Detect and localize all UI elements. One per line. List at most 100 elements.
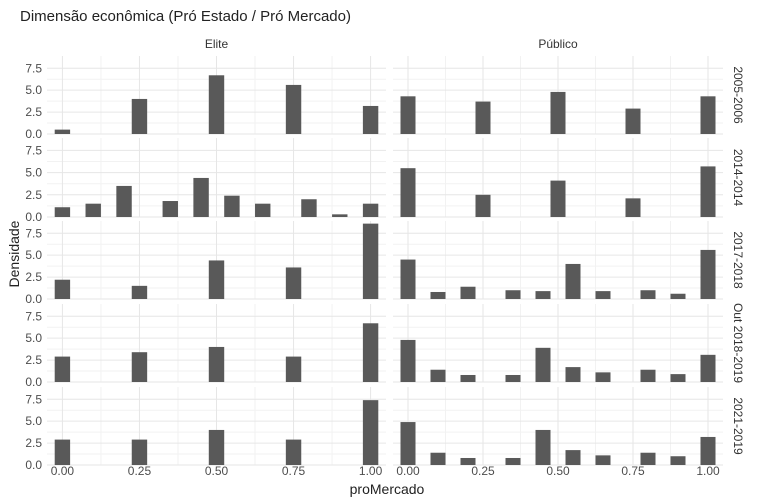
histogram-bar <box>625 198 641 217</box>
histogram-bar <box>362 105 379 134</box>
histogram-bar <box>640 290 656 299</box>
y-tick-label: 0.0 <box>25 375 42 389</box>
y-tick-label: 2.5 <box>25 436 42 450</box>
histogram-bar <box>700 436 716 465</box>
histogram-bar <box>54 279 71 299</box>
row-strip-2021-2019: 2021-2019 <box>731 397 745 455</box>
y-tick-label: 2.5 <box>25 188 42 202</box>
y-tick-label: 0.0 <box>25 127 42 141</box>
y-tick-label: 2.5 <box>25 353 42 367</box>
histogram-bar <box>670 374 686 382</box>
panel-out-2018-2019-elite: 0.0 2.5 5.0 7.5 <box>25 304 386 389</box>
histogram-bar <box>535 347 551 382</box>
histogram-bar <box>535 291 551 299</box>
histogram-bar <box>640 452 656 465</box>
y-tick-label: 7.5 <box>25 392 42 406</box>
histogram-bar <box>700 166 716 217</box>
histogram-bar <box>285 84 302 134</box>
histogram-bar <box>208 429 225 465</box>
panel-out-2018-2019-p-blico <box>393 304 723 383</box>
column-strip-p-blico: Público <box>538 37 578 51</box>
histogram-bar <box>85 203 101 217</box>
x-tick-label: 0.00 <box>51 464 75 478</box>
histogram-bar <box>700 354 716 382</box>
histogram-bar <box>505 457 521 465</box>
histogram-bar <box>362 400 379 465</box>
histogram-bar <box>54 439 71 465</box>
histogram-bar <box>54 356 71 382</box>
y-tick-label: 7.5 <box>25 226 42 240</box>
x-axis-title: proMercado <box>350 481 425 497</box>
histogram-bar <box>475 101 491 134</box>
y-tick-label: 5.0 <box>25 414 42 428</box>
y-tick-label: 0.0 <box>25 210 42 224</box>
y-tick-label: 7.5 <box>25 309 42 323</box>
histogram-bar <box>550 91 566 134</box>
y-tick-label: 0.0 <box>25 292 42 306</box>
histogram-bar <box>255 203 271 217</box>
histogram-bar <box>400 96 416 134</box>
histogram-bar <box>362 203 379 217</box>
panel-2021-2019-elite: 0.0 2.5 5.0 7.5 <box>25 387 386 472</box>
histogram-bar <box>362 323 379 382</box>
y-tick-label: 0.0 <box>25 458 42 472</box>
histogram-bar <box>400 422 416 465</box>
panel-2005-2006-elite: 0.0 2.5 5.0 7.5 <box>25 56 386 141</box>
panel-grid: Elite Público 0.0 2.5 5.0 7.5 2005-2006 0.0 2.5 5… <box>25 37 745 478</box>
histogram-bar <box>285 267 302 299</box>
histogram-bar <box>670 456 686 465</box>
histogram-bar <box>285 439 302 465</box>
x-tick-label: 0.25 <box>128 464 152 478</box>
histogram-bar <box>505 290 521 299</box>
histogram-bar <box>430 452 446 465</box>
x-tick-label: 0.50 <box>546 464 570 478</box>
row-strip-2005-2006: 2005-2006 <box>731 66 745 124</box>
row-strip-2017-2018: 2017-2018 <box>731 231 745 289</box>
histogram-bar <box>131 439 148 465</box>
x-tick-label: 0.75 <box>282 464 306 478</box>
x-tick-label: 0.75 <box>621 464 645 478</box>
histogram-bar <box>54 129 71 134</box>
histogram-bar <box>362 223 379 299</box>
histogram-bar <box>208 346 225 382</box>
histogram-bar <box>131 285 148 299</box>
x-tick-label: 0.25 <box>471 464 495 478</box>
chart-title: Dimensão econômica (Pró Estado / Pró Mer… <box>20 8 351 25</box>
x-tick-label: 0.00 <box>396 464 420 478</box>
y-tick-label: 2.5 <box>25 270 42 284</box>
histogram-bar <box>460 374 476 382</box>
column-strip-elite: Elite <box>205 37 229 51</box>
y-tick-label: 5.0 <box>25 166 42 180</box>
panel-2017-2018-p-blico <box>393 221 723 300</box>
histogram-bar <box>208 75 225 134</box>
histogram-bar <box>565 263 581 299</box>
y-tick-label: 5.0 <box>25 331 42 345</box>
histogram-bar <box>460 286 476 299</box>
x-tick-label: 1.00 <box>696 464 720 478</box>
histogram-bar <box>193 177 209 217</box>
histogram-bar <box>400 259 416 299</box>
x-tick-label: 1.00 <box>359 464 383 478</box>
histogram-bar <box>332 214 348 217</box>
panel-2014-2014-elite: 0.0 2.5 5.0 7.5 <box>25 138 386 224</box>
histogram-bar <box>430 291 446 299</box>
histogram-bar <box>301 199 317 217</box>
x-tick-label: 0.50 <box>205 464 229 478</box>
histogram-bar <box>640 369 656 382</box>
histogram-bar <box>131 98 148 134</box>
histogram-bar <box>400 339 416 382</box>
histogram-bar <box>535 429 551 465</box>
histogram-bar <box>565 450 581 465</box>
histogram-bar <box>550 180 566 217</box>
histogram-bar <box>224 195 240 217</box>
panel-2017-2018-elite: 0.0 2.5 5.0 7.5 <box>25 221 386 306</box>
histogram-bar <box>595 372 611 382</box>
panel-2005-2006-p-blico <box>393 56 723 135</box>
y-axis-title: Densidade <box>6 220 22 287</box>
panel-2014-2014-p-blico <box>393 138 723 218</box>
histogram-bar <box>162 201 178 217</box>
histogram-bar <box>400 168 416 217</box>
histogram-bar <box>131 352 148 382</box>
row-strip-2014-2014: 2014-2014 <box>731 149 745 207</box>
